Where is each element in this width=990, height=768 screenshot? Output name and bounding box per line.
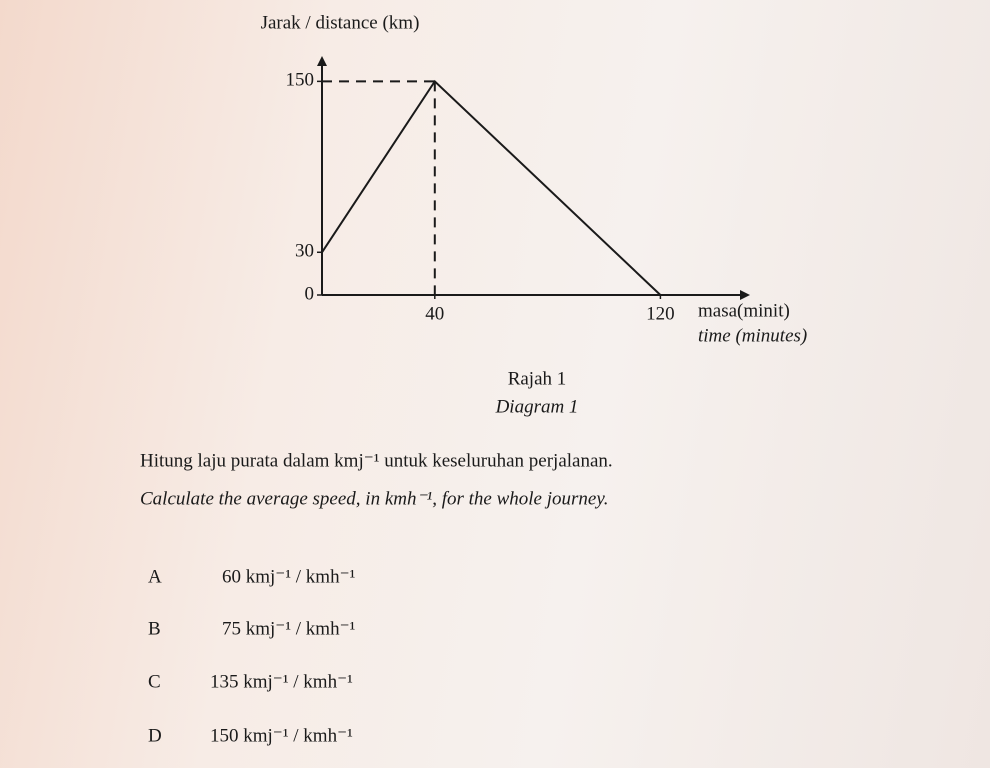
y-tick-label: 30 xyxy=(295,241,314,262)
question: Calculate the average speed, in kmh⁻¹, f… xyxy=(140,488,608,509)
caption: Rajah 1 xyxy=(508,368,567,389)
caption: Diagram 1 xyxy=(495,396,579,417)
y-tick-label: 0 xyxy=(305,283,315,304)
option-letter: B xyxy=(148,618,161,639)
x-arrow xyxy=(740,290,750,300)
x-tick-label: 40 xyxy=(425,303,444,324)
option-letter: D xyxy=(148,725,162,746)
question: Hitung laju purata dalam kmj⁻¹ untuk kes… xyxy=(140,450,613,471)
option-text: 135 kmj⁻¹ / kmh⁻¹ xyxy=(210,671,353,692)
option-text: 150 kmj⁻¹ / kmh⁻¹ xyxy=(210,725,353,746)
y-axis-label: Jarak / distance (km) xyxy=(261,12,420,33)
x-axis-label: masa(minit) xyxy=(698,300,790,321)
x-tick-label: 120 xyxy=(646,303,675,324)
option-text: 60 kmj⁻¹ / kmh⁻¹ xyxy=(222,566,356,587)
y-tick-label: 150 xyxy=(286,70,315,91)
distance-line xyxy=(321,79,662,296)
y-arrow xyxy=(317,56,327,66)
option-letter: C xyxy=(148,671,161,692)
option-text: 75 kmj⁻¹ / kmh⁻¹ xyxy=(222,618,356,639)
option-letter: A xyxy=(148,566,162,587)
x-axis-label: time (minutes) xyxy=(698,325,807,346)
options: A 60 kmj⁻¹ / kmh⁻¹ B 75 kmj⁻¹ / kmh⁻¹ C … xyxy=(148,566,356,746)
